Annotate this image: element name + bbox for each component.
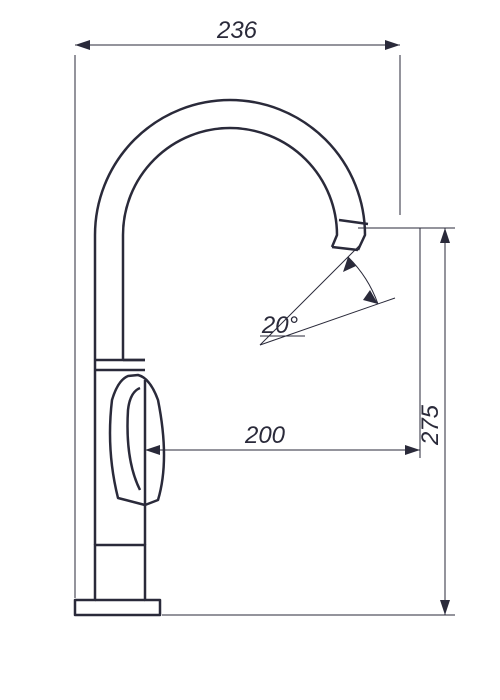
dimension-275: 275 — [162, 228, 455, 615]
faucet-outline — [75, 100, 368, 615]
faucet-dimension-drawing: 236 20° 200 275 — [0, 0, 500, 700]
dim-200-label: 200 — [244, 422, 286, 449]
dimension-20deg: 20° — [260, 245, 395, 345]
dimension-200: 200 — [145, 228, 420, 543]
dim-275-label: 275 — [417, 404, 444, 446]
dim-236-label: 236 — [216, 17, 258, 44]
dim-20-label: 20° — [261, 312, 299, 339]
